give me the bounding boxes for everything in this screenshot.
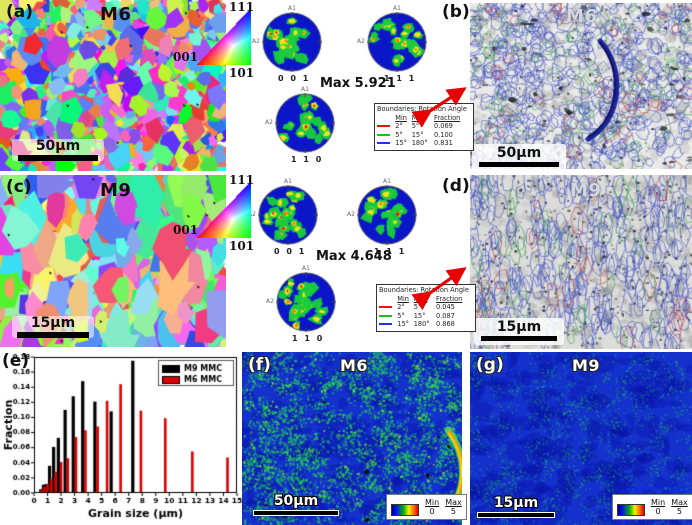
pole-figure-m9-110: A1 A2 (266, 265, 336, 332)
col-min: Min (395, 114, 407, 122)
table-row: 15° 180° 0.831 (377, 139, 471, 148)
kam-min-value: 0 (655, 507, 661, 516)
pf-axis1-label: A1 (284, 178, 292, 185)
panel-tag-b: (b) (442, 2, 470, 22)
boundary-color-swatch (377, 142, 390, 144)
kam-min-label: Min (425, 498, 440, 507)
pf-max-m9: Max 4.648 (316, 249, 392, 264)
table-row: 5° 15° 0.100 (377, 131, 471, 140)
col-min: Min (397, 295, 409, 303)
sample-label-d: M9 (570, 180, 602, 201)
sample-label-c: M9 (100, 180, 132, 201)
col-fraction: Fraction (434, 114, 461, 122)
pf-hkl-m9-001: 0 0 1 (274, 247, 307, 256)
boundary-table-m9: Boundaries: Rotation Angle Min Max Fract… (376, 284, 476, 332)
kam-min-value: 0 (429, 507, 435, 516)
pf-axis1-label: A1 (301, 86, 309, 93)
table-row: 15° 180° 0.868 (379, 320, 473, 329)
pf-axis2-label: A2 (266, 298, 274, 305)
pf-axis1-label: A1 (393, 5, 401, 12)
scalebar-g: 15μm (474, 496, 558, 518)
ipf-triangle-a-101-label: 101 (229, 66, 255, 80)
boundary-table-m6: Boundaries: Rotation Angle Min Max Fract… (374, 103, 474, 151)
kam-max-label: Max (445, 498, 462, 507)
kam-max-label: Max (671, 498, 688, 507)
col-max: Max (413, 295, 428, 303)
boundary-color-swatch (377, 125, 390, 127)
boundary-color-swatch (379, 306, 392, 308)
boundary-table-title: Boundaries: Rotation Angle (377, 105, 467, 113)
kam-gradient (391, 504, 419, 516)
table-row: 2° 5° 0.069 (377, 122, 471, 131)
scalebar-f: 50μm (250, 494, 342, 516)
kam-max-value: 5 (450, 507, 457, 516)
pf-axis2-label: A2 (357, 38, 365, 45)
col-fraction: Fraction (436, 295, 463, 303)
pf-hkl-m9-110: 1 1 0 (292, 334, 325, 343)
pf-axis1-label: A1 (302, 265, 310, 272)
ipf-triangle-a-001-label: 001 (173, 50, 199, 64)
boundary-color-swatch (377, 133, 390, 136)
pole-figure-m6-001: A1 A2 (252, 5, 322, 72)
scalebar-d: 15μm (474, 318, 564, 345)
kam-min-label: Min (651, 498, 666, 507)
col-max: Max (411, 114, 426, 122)
table-row: 5° 15° 0.087 (379, 312, 473, 321)
panel-tag-a: (a) (6, 2, 34, 22)
ipf-triangle-c-001-label: 001 (173, 223, 199, 237)
pole-figure-m6-111: A1 A2 (357, 5, 427, 72)
panel-tag-g: (g) (476, 355, 504, 375)
pf-max-m6: Max 5.921 (320, 76, 396, 91)
kam-colorbar-g: Min 0 Max 5 (612, 494, 692, 520)
grain-size-chart (0, 350, 242, 525)
boundary-table-title: Boundaries: Rotation Angle (379, 286, 469, 294)
scalebar-c: 15μm (12, 316, 94, 338)
pole-figure-m6-110: A1 A2 (265, 86, 335, 153)
scalebar-b: 50μm (472, 144, 566, 171)
kam-max-value: 5 (676, 507, 683, 516)
pf-axis2-label: A2 (265, 119, 273, 126)
panel-tag-e: (e) (2, 351, 30, 371)
pole-figure-m9-001: A1 A2 (248, 178, 318, 245)
pf-axis1-label: A1 (288, 5, 296, 12)
ipf-triangle-c-101-label: 101 (229, 239, 255, 253)
boundary-color-swatch (379, 323, 392, 325)
pf-axis1-label: A1 (383, 178, 391, 185)
pole-figure-m9-111: A1 A2 (347, 178, 417, 245)
kam-gradient (617, 504, 645, 516)
boundary-color-swatch (379, 314, 392, 317)
pf-hkl-m6-111: 1 1 1 (384, 74, 417, 83)
panel-tag-f: (f) (248, 355, 271, 375)
ipf-color-triangle-c (197, 182, 251, 238)
sample-label-g: M9 (572, 356, 601, 375)
pf-hkl-m6-001: 0 0 1 (278, 74, 311, 83)
pf-axis2-label: A2 (252, 38, 260, 45)
ipf-triangle-c-111-label: 111 (229, 173, 255, 187)
scalebar-a: 50μm (12, 139, 104, 161)
pf-hkl-m9-111: 1 1 1 (374, 247, 407, 256)
sample-label-f: M6 (340, 356, 369, 375)
panel-tag-d: (d) (442, 176, 470, 196)
table-row: 2° 5° 0.045 (379, 303, 473, 312)
panel-tag-c: (c) (6, 177, 32, 197)
sample-label-b: M6 (566, 6, 598, 27)
kam-colorbar-f: Min 0 Max 5 (386, 494, 467, 520)
pf-hkl-m6-110: 1 1 0 (291, 155, 324, 164)
ipf-triangle-a-111-label: 111 (229, 0, 255, 14)
boundary-map-b (470, 3, 692, 169)
ipf-color-triangle-a (197, 9, 251, 65)
pf-axis2-label: A2 (248, 211, 256, 218)
pf-axis2-label: A2 (347, 211, 355, 218)
sample-label-a: M6 (100, 4, 132, 25)
